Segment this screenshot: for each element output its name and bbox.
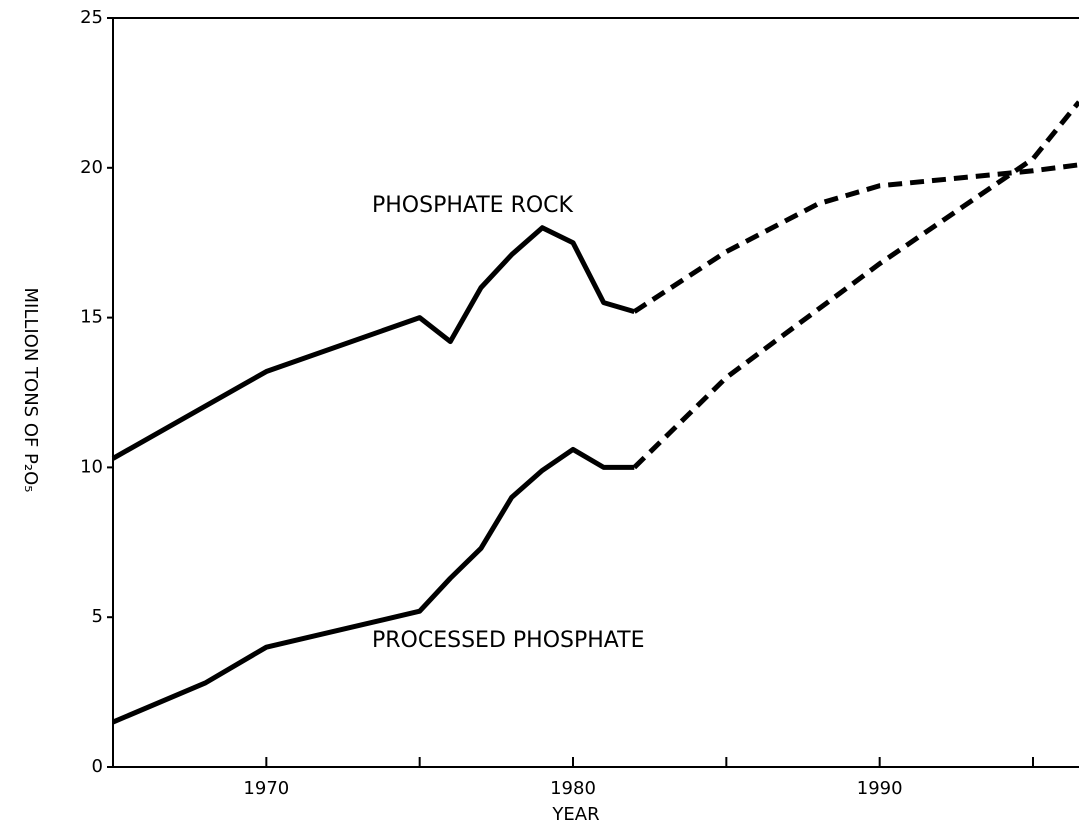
x-axis-label: YEAR	[551, 804, 599, 825]
x-tick-label: 1970	[243, 778, 289, 799]
series-label: PROCESSED PHOSPHATE	[372, 628, 644, 653]
y-tick-label: 10	[80, 456, 103, 477]
projection-line	[632, 162, 1079, 314]
y-tick-label: 0	[92, 756, 103, 777]
series-line	[112, 446, 635, 725]
series-label: PHOSPHATE ROCK	[372, 193, 574, 218]
y-tick-label: 15	[80, 307, 103, 328]
x-tick-label: 1990	[857, 778, 903, 799]
y-tick-label: 20	[80, 157, 103, 178]
projection-line	[632, 100, 1079, 470]
y-tick-label: 25	[80, 7, 103, 28]
x-tick-label: 1980	[550, 778, 596, 799]
y-axis-label: MILLION TONS OF P₂O₅	[20, 287, 41, 492]
y-tick-label: 5	[92, 606, 103, 627]
series-line	[111, 225, 636, 461]
